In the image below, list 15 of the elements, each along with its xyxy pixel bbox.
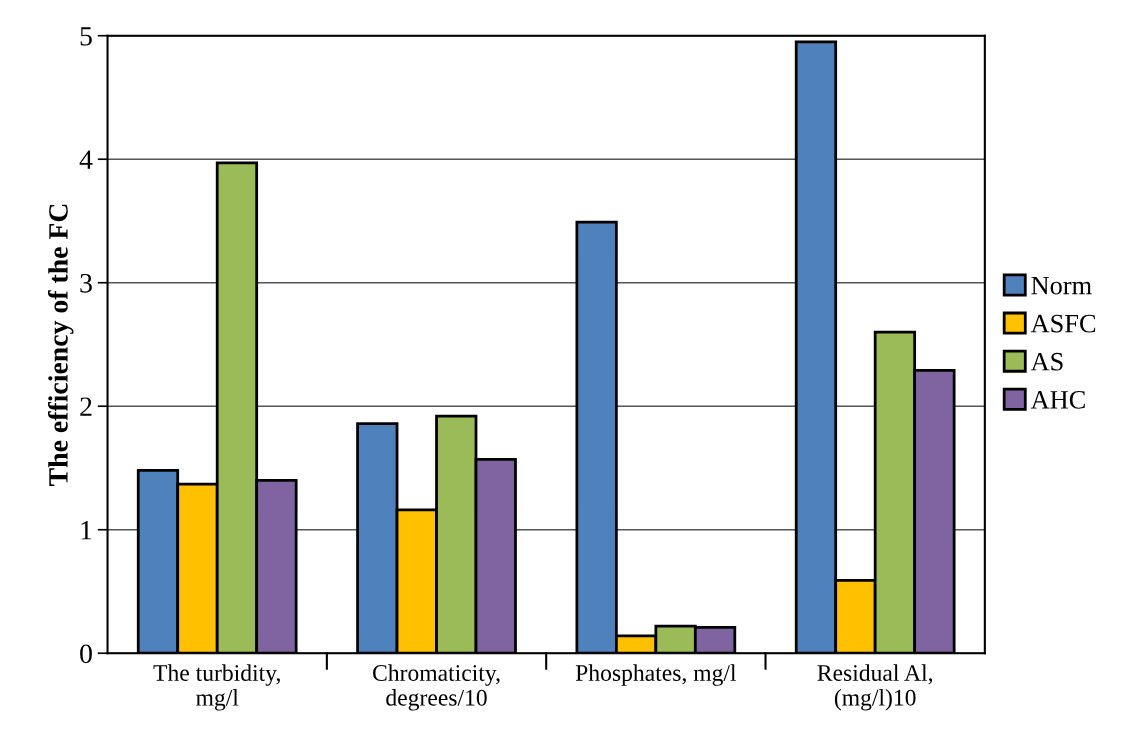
y-tick-label: 0 [80, 644, 92, 664]
y-tick-label: 2 [80, 397, 92, 416]
y-tick-label: 5 [80, 27, 92, 46]
x-tick-label: Residual Al, (mg/l)10 [817, 664, 933, 711]
x-tick-label: Chromaticity, degrees/10 [373, 664, 500, 711]
x-tick-label: Phosphates, mg/l [575, 664, 737, 686]
x-tick-label: The turbidity, mg/l [153, 664, 280, 711]
legend-label: AS [1030, 352, 1063, 371]
legend-label: ASFC [1030, 314, 1096, 333]
legend-label: AHC [1030, 390, 1085, 409]
y-tick-label: 4 [79, 150, 93, 169]
legend-label: Norm [1031, 276, 1092, 295]
y-axis-title: The efficiency of the FC [47, 204, 74, 486]
y-tick-label: 3 [80, 273, 92, 293]
y-tick-label: 1 [81, 521, 92, 540]
